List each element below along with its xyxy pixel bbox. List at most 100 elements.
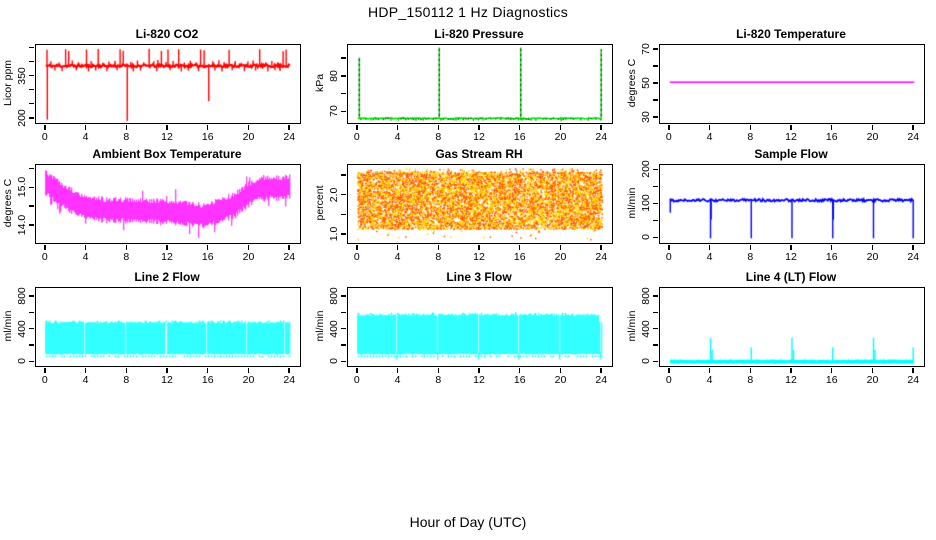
tick-mark [340,174,346,176]
y-tick-label: 200 [16,109,28,127]
x-tick-label: 16 [825,251,838,263]
x-tick-label: 12 [161,131,173,143]
plot-area [347,287,613,367]
x-tick-label: 4 [82,374,89,386]
x-tick-label: 8 [747,251,754,263]
y-tick-label: 0 [640,358,652,365]
panel-title: Li-820 Pressure [434,27,524,41]
y-tick-label: 350 [16,66,28,85]
x-tick-label: 8 [435,131,442,143]
y-axis-label: degrees C [626,58,638,108]
tick-mark [340,295,346,297]
x-tick-label: 8 [747,374,754,386]
tick-mark [340,75,346,77]
x-tick-label: 4 [394,131,401,143]
x-tick-label: 8 [123,251,130,263]
tick-mark [166,368,168,373]
tick-mark [652,327,658,330]
tick-mark [340,213,346,216]
y-tick-label: 50 [640,77,652,89]
tick-mark [830,245,833,250]
tick-mark [652,65,658,67]
x-tick-label: 24 [907,251,920,263]
x-tick-label: 20 [554,131,567,143]
panel-title: Line 4 (LT) Flow [745,270,837,284]
tick-mark [28,167,34,170]
x-tick-label: 12 [161,251,173,263]
y-tick-label: 200 [640,160,652,179]
tick-mark [830,125,833,130]
panel-title: Gas Stream RH [435,147,523,161]
panel-line-3-flow: Line 3 Flow ml/min 0 400 800 0 4 8 12 16 20 24 [312,265,613,397]
x-tick-label: 4 [394,251,401,263]
tick-mark [166,125,168,130]
tick-mark [206,368,209,373]
x-tick-label: 24 [283,374,296,386]
x-tick-label: 16 [513,374,526,386]
x-tick-label: 4 [82,131,89,143]
x-tick-label: 20 [866,251,879,263]
tick-mark [749,368,751,373]
x-tick-label: 16 [513,131,526,143]
tick-mark [28,60,34,63]
x-tick-label: 4 [706,251,713,263]
x-tick-label: 0 [41,374,48,386]
x-tick-label: 16 [201,131,214,143]
tick-mark [125,245,127,250]
y-axis-label: ml/min [314,310,326,342]
tick-mark [708,125,711,130]
x-tick-label: 8 [123,374,130,386]
tick-mark [668,368,670,373]
tick-mark [84,125,87,130]
x-tick-label: 0 [41,251,48,263]
plot-area [659,164,925,244]
x-tick-label: 4 [394,374,401,386]
tick-mark [340,193,346,196]
tick-mark [340,57,346,59]
tick-mark [28,186,34,189]
plot-area [35,287,301,367]
tick-mark [356,125,358,130]
tick-mark [652,116,658,118]
tick-mark [288,245,290,250]
y-tick-label: 400 [328,319,340,338]
y-tick-label: 15.0 [16,177,28,198]
panel-sample-flow: Sample Flow ml/min 0 100 200 0 4 8 12 16 20 24 [624,142,925,274]
tick-mark [206,125,209,130]
tick-mark [559,368,562,373]
tick-mark [652,295,658,297]
tick-mark [600,368,602,373]
x-tick-label: 12 [473,131,485,143]
tick-mark [44,125,46,130]
x-tick-label: 24 [907,131,920,143]
tick-mark [340,110,346,113]
x-tick-label: 0 [353,251,360,263]
tick-mark [396,245,399,250]
y-axis-label: percent [314,185,326,221]
tick-mark [28,205,34,207]
plot-area [35,44,301,124]
x-axis-caption: Hour of Day (UTC) [409,514,527,530]
y-axis-label: degrees C [2,178,14,228]
x-tick-label: 20 [866,131,879,143]
tick-mark [652,168,658,171]
tick-mark [28,102,34,105]
x-tick-label: 16 [825,374,838,386]
y-tick-label: 800 [640,287,652,305]
x-tick-label: 24 [907,374,920,386]
x-tick-label: 12 [161,374,173,386]
tick-mark [288,368,290,373]
y-tick-label: 1.0 [328,226,340,242]
x-tick-label: 0 [353,131,360,143]
tick-mark [28,327,34,330]
tick-mark [356,368,358,373]
x-tick-label: 0 [665,374,672,386]
tick-mark [871,125,874,130]
tick-mark [652,82,658,84]
tick-mark [708,368,711,373]
tick-mark [668,245,670,250]
y-tick-label: 100 [640,194,652,213]
tick-mark [28,46,34,49]
tick-mark [28,311,34,314]
x-tick-label: 12 [473,251,485,263]
